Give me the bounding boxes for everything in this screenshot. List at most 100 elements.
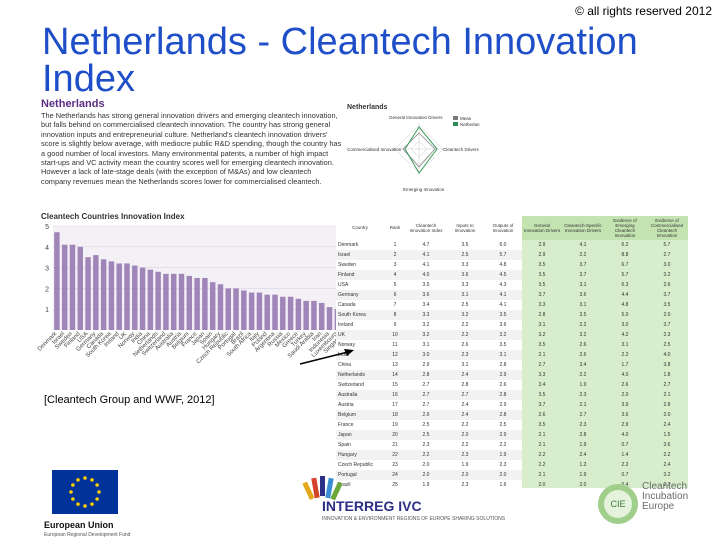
- table-cell: 3.5: [522, 270, 562, 280]
- eu-star: [83, 504, 87, 508]
- table-cell: 3.7: [646, 320, 688, 330]
- bar: [147, 269, 154, 330]
- table-cell: 3.4: [422, 302, 430, 308]
- table-cell: 2.6: [646, 280, 688, 290]
- bar: [85, 257, 91, 330]
- bar: [295, 298, 302, 330]
- table-cell: France: [338, 422, 354, 428]
- table-cell: 2.7: [646, 480, 688, 488]
- table-cell: 2.7: [422, 382, 430, 388]
- bar: [248, 292, 255, 330]
- bar: [186, 275, 193, 330]
- table-cell: Norway: [338, 342, 355, 348]
- row-band: [336, 270, 688, 280]
- table-row: Canada 7 3.4 2.5 4.1 3.3 3.1 4.8 3.5: [336, 300, 688, 310]
- bar: [171, 273, 177, 330]
- table-cell: 25: [392, 482, 398, 488]
- bar: [61, 244, 68, 330]
- table-cell: 2.9: [499, 402, 507, 408]
- table-cell: 2.9: [499, 432, 507, 438]
- table-row: Sweden 3 4.1 3.3 4.8 3.5 3.7 6.7 3.0: [336, 260, 688, 270]
- table-cell: 15: [392, 382, 398, 388]
- table-cell: 2.2: [461, 332, 469, 338]
- bar: [54, 232, 60, 330]
- table-cell: 4.0: [646, 350, 688, 360]
- table-cell: Spain: [338, 442, 351, 448]
- radar-title: Netherlands: [347, 104, 388, 111]
- table-cell: 2.3: [499, 462, 507, 468]
- table-cell: 2.7: [461, 392, 469, 398]
- eu-star: [90, 502, 94, 506]
- table-cell: 3.1: [562, 300, 604, 310]
- table-cell: 2.1: [522, 470, 562, 480]
- table-cell: 2.1: [522, 440, 562, 450]
- bar: [124, 263, 130, 330]
- legend-netherlands-swatch: [453, 122, 458, 126]
- table-cell: 3.3: [522, 370, 562, 380]
- table-row: Norway 11 3.1 2.6 3.5 3.5 2.6 3.1 2.5: [336, 340, 688, 350]
- eu-flag-icon: [52, 470, 118, 514]
- bar: [326, 307, 333, 330]
- table-cell: China: [338, 362, 352, 368]
- table-cell: 6.7: [604, 260, 646, 270]
- table-cell: 2.2: [499, 442, 507, 448]
- table-cell: Czech Republic: [338, 462, 374, 468]
- row-band: [336, 350, 688, 360]
- eu-star: [83, 476, 87, 480]
- table-row: Denmark 1 4.7 3.5 6.0 2.9 4.1 6.2 5.7: [336, 240, 688, 250]
- radar-chart: Netherlands Mean Netherlan General Innov…: [347, 104, 480, 192]
- radar-axis-commercialised: Commercialised Innovation: [347, 147, 402, 152]
- bar: [194, 278, 200, 330]
- table-cell: 2.8: [562, 430, 604, 440]
- table-cell: 3.2: [646, 470, 688, 480]
- table-cell: 3.2: [522, 330, 562, 340]
- table-row: India 12 3.0 2.3 3.1 2.1 2.6 2.2 4.0: [336, 350, 688, 360]
- table-cell: 2.6: [604, 380, 646, 390]
- table-cell: 2: [393, 252, 397, 258]
- table-cell: 1.9: [562, 380, 604, 390]
- table-row: Czech Republic 23 2.0 1.9 2.3 2.2 1.2 2.2 2.4: [336, 460, 688, 470]
- bar: [93, 255, 99, 330]
- interreg-label: INTERREG IVC: [322, 498, 422, 514]
- table-cell: 14: [392, 372, 398, 378]
- table-cell: 1.4: [604, 450, 646, 460]
- table-cell: 2.8: [522, 310, 562, 320]
- table-row: Ireland 9 3.2 2.2 3.6 3.1 2.2 3.0 3.7: [336, 320, 688, 330]
- table-cell: 3.6: [422, 292, 430, 298]
- table-cell: 1.8: [646, 370, 688, 380]
- chart-title: Cleantech Countries Innovation Index: [41, 212, 185, 221]
- table-cell: 2.7: [422, 402, 430, 408]
- table-cell: 1.9: [562, 470, 604, 480]
- table-cell: 2.5: [461, 252, 469, 258]
- table-cell: Netherlands: [338, 372, 365, 378]
- row-band: [336, 430, 688, 440]
- table-cell: 2.5: [461, 302, 469, 308]
- table-cell: 5: [393, 282, 397, 288]
- table-row: UK 10 3.2 2.2 3.2 3.2 3.2 4.2 2.3: [336, 330, 688, 340]
- table-cell: 1.5: [646, 430, 688, 440]
- bar: [155, 271, 161, 330]
- y-tick-label: 4: [45, 245, 49, 252]
- table-cell: 1.9: [461, 462, 469, 468]
- bar: [241, 290, 247, 330]
- bar: [116, 263, 122, 330]
- table-cell: 3.5: [522, 340, 562, 350]
- citation: [Cleantech Group and WWF, 2012]: [44, 394, 215, 406]
- table-cell: 2.2: [522, 450, 562, 460]
- table-cell: 3.2: [562, 330, 604, 340]
- table-cell: 1.6: [499, 482, 507, 488]
- table-cell: USA: [338, 282, 349, 288]
- table-cell: 8: [393, 312, 397, 318]
- bar: [280, 296, 286, 330]
- table-cell: 3.2: [422, 322, 430, 328]
- table-cell: 2.7: [646, 250, 688, 260]
- table-cell: 0.7: [604, 440, 646, 450]
- bar: [209, 282, 216, 330]
- table-cell: 3.7: [562, 260, 604, 270]
- eu-subtitle: European Regional Development Fund: [44, 532, 131, 538]
- table-cell: 2.6: [562, 340, 604, 350]
- table-cell: 4.1: [499, 302, 507, 308]
- table-cell: 2.4: [646, 460, 688, 470]
- bar: [178, 273, 185, 330]
- row-band: [336, 330, 688, 340]
